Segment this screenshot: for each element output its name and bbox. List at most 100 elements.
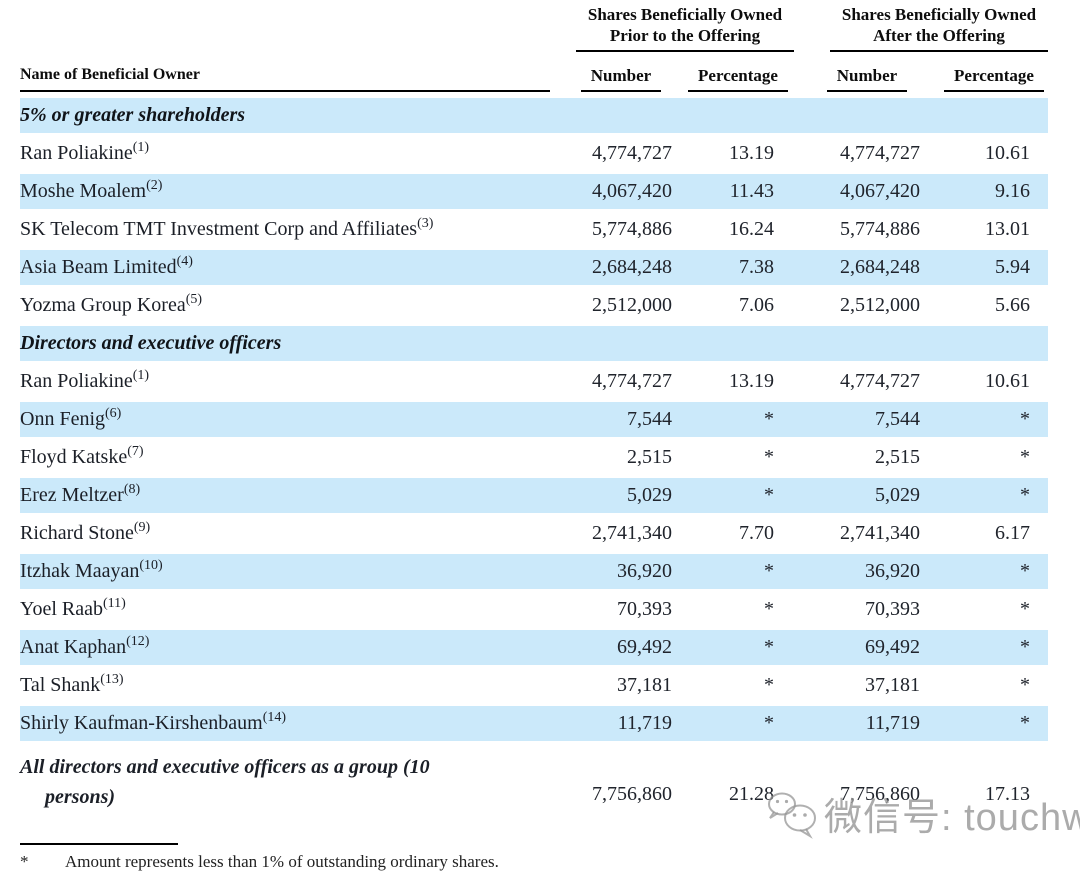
footnote-reference: (2) <box>146 178 163 193</box>
owner-name-cell: Onn Fenig(6) <box>20 406 122 431</box>
prior-number-cell: 2,741,340 <box>592 522 672 544</box>
prior-number-cell: 2,512,000 <box>592 294 672 316</box>
after-percentage-cell: * <box>1020 560 1030 582</box>
prior-number-cell: 4,774,727 <box>592 142 672 164</box>
after-percentage-cell: 13.01 <box>985 218 1030 240</box>
owner-name-cell: Erez Meltzer(8) <box>20 482 141 507</box>
after-number-cell: 70,393 <box>865 598 920 620</box>
prior-percentage-cell: 7.70 <box>739 522 774 544</box>
prior-percentage-cell: * <box>764 446 774 468</box>
table-row: Moshe Moalem(2) 4,067,420 11.43 4,067,420 9.… <box>20 174 1048 212</box>
prior-percentage-cell: 16.24 <box>729 218 774 240</box>
table-row: Shirly Kaufman-Kirshenbaum(14) 11,719 * 11,… <box>20 706 1048 744</box>
beneficial-ownership-table: Shares Beneficially Owned Prior to the O… <box>20 0 1048 815</box>
footnote-reference: (4) <box>176 254 193 269</box>
prior-percentage-cell: 21.28 <box>729 783 774 805</box>
after-percentage-cell: * <box>1020 636 1030 658</box>
after-percentage-cell: * <box>1020 598 1030 620</box>
table-group-header-row: Shares Beneficially Owned Prior to the O… <box>20 0 1048 52</box>
table-row: Yoel Raab(11) 70,393 * 70,393 * <box>20 592 1048 630</box>
footnote-reference: (11) <box>102 596 126 611</box>
column-header-number-after: Number <box>794 66 940 92</box>
group-title-line: Prior to the Offering <box>609 26 761 45</box>
after-number-cell: 4,067,420 <box>840 180 920 202</box>
prior-number-cell: 7,756,860 <box>592 783 672 805</box>
after-number-cell: 7,756,860 <box>840 783 920 805</box>
group-total-row: All directors and executive officers as … <box>20 744 1048 815</box>
prior-percentage-cell: * <box>764 598 774 620</box>
after-number-cell: 2,512,000 <box>840 294 920 316</box>
prior-number-cell: 5,774,886 <box>592 218 672 240</box>
after-percentage-cell: * <box>1020 674 1030 696</box>
table-row: Ran Poliakine(1) 4,774,727 13.19 4,774,727 1… <box>20 364 1048 402</box>
after-percentage-cell: 10.61 <box>985 142 1030 164</box>
owner-name-cell: Asia Beam Limited(4) <box>20 254 193 279</box>
after-number-cell: 11,719 <box>865 712 920 734</box>
footnote-reference: (12) <box>126 634 150 649</box>
footnote-reference: (6) <box>105 406 122 421</box>
owner-name-cell: Anat Kaphan(12) <box>20 634 150 659</box>
after-number-cell: 2,515 <box>875 446 920 468</box>
group-label-line: All directors and executive officers as … <box>20 756 430 778</box>
group-title-line: After the Offering <box>873 26 1005 45</box>
prior-number-cell: 37,181 <box>617 674 672 696</box>
after-percentage-cell: 5.66 <box>995 294 1030 316</box>
table-body: 5% or greater shareholders Ran Poliakine(… <box>20 98 1048 815</box>
prior-number-cell: 2,515 <box>627 446 672 468</box>
owner-name-cell: Yozma Group Korea(5) <box>20 292 203 317</box>
footnote-reference: (14) <box>262 710 287 725</box>
after-number-cell: 4,774,727 <box>840 142 920 164</box>
section-header-row: 5% or greater shareholders <box>20 98 1048 136</box>
owner-name-cell: Ran Poliakine(1) <box>20 140 150 165</box>
after-number-cell: 36,920 <box>865 560 920 582</box>
group-title-line: Shares Beneficially Owned <box>587 5 783 24</box>
column-header-percentage-prior: Percentage <box>682 66 794 92</box>
after-number-cell: 4,774,727 <box>840 370 920 392</box>
group-header-after-offering: Shares Beneficially Owned After the Offe… <box>794 4 1048 52</box>
after-number-cell: 37,181 <box>865 674 920 696</box>
owner-name-cell: SK Telecom TMT Investment Corp and Affil… <box>20 216 434 241</box>
prior-percentage-cell: * <box>764 408 774 430</box>
footnote-symbol: * <box>20 852 29 871</box>
footnote-reference: (10) <box>139 558 163 573</box>
group-header-spacer <box>20 4 560 52</box>
table-row: Anat Kaphan(12) 69,492 * 69,492 * <box>20 630 1048 668</box>
table-row: Asia Beam Limited(4) 2,684,248 7.38 2,684,2… <box>20 250 1048 288</box>
prior-number-cell: 5,029 <box>627 484 672 506</box>
prior-number-cell: 7,544 <box>627 408 672 430</box>
column-header-number-prior: Number <box>560 66 682 92</box>
owner-name-cell: Shirly Kaufman-Kirshenbaum(14) <box>20 710 287 735</box>
footnote-reference: (13) <box>100 672 124 687</box>
after-percentage-cell: 17.13 <box>985 783 1030 805</box>
table-row: Tal Shank(13) 37,181 * 37,181 * <box>20 668 1048 706</box>
prior-percentage-cell: * <box>764 484 774 506</box>
owner-name-cell: Itzhak Maayan(10) <box>20 558 163 583</box>
owner-name-cell: Moshe Moalem(2) <box>20 178 163 203</box>
prior-percentage-cell: * <box>764 674 774 696</box>
prior-percentage-cell: 13.19 <box>729 370 774 392</box>
group-label-line: persons) <box>45 786 116 808</box>
table-row: Floyd Katske(7) 2,515 * 2,515 * <box>20 440 1048 478</box>
footnote-reference: (1) <box>132 368 150 383</box>
after-number-cell: 5,029 <box>875 484 920 506</box>
owner-name-cell: Tal Shank(13) <box>20 672 124 697</box>
owner-name-cell: Floyd Katske(7) <box>20 444 144 469</box>
table-row: Erez Meltzer(8) 5,029 * 5,029 * <box>20 478 1048 516</box>
after-percentage-cell: 6.17 <box>995 522 1030 544</box>
after-number-cell: 69,492 <box>865 636 920 658</box>
prior-percentage-cell: * <box>764 560 774 582</box>
owner-name-cell: All directors and executive officers as … <box>20 749 560 812</box>
after-number-cell: 2,684,248 <box>840 256 920 278</box>
prior-number-cell: 2,684,248 <box>592 256 672 278</box>
table-row: Ran Poliakine(1) 4,774,727 13.19 4,774,727 1… <box>20 136 1048 174</box>
footnote-reference: (3) <box>417 216 434 231</box>
after-number-cell: 5,774,886 <box>840 218 920 240</box>
after-number-cell: 7,544 <box>875 408 920 430</box>
prior-number-cell: 4,774,727 <box>592 370 672 392</box>
prior-percentage-cell: * <box>764 712 774 734</box>
after-percentage-cell: 9.16 <box>995 180 1030 202</box>
footnote-reference: (1) <box>132 140 150 155</box>
table-row: Itzhak Maayan(10) 36,920 * 36,920 * <box>20 554 1048 592</box>
after-percentage-cell: * <box>1020 408 1030 430</box>
